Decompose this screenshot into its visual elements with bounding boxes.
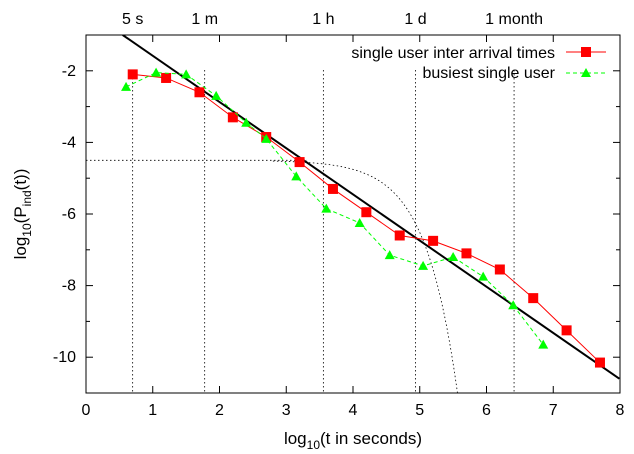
data-point-series-1: [211, 90, 222, 100]
reference-lines: [86, 70, 515, 393]
data-point-series-1: [508, 300, 519, 310]
data-point-series-0: [594, 357, 605, 368]
data-point-series-0: [494, 264, 505, 275]
x-tick-label-5: 5: [415, 402, 424, 419]
y-tick-label-3: -8: [62, 278, 76, 295]
top-tick-label-1: 1 m: [191, 11, 218, 28]
data-point-series-0: [161, 72, 172, 83]
data-point-series-1: [261, 133, 272, 143]
data-point-series-0: [528, 293, 539, 304]
data-point-series-0: [294, 157, 305, 168]
x-tick-label-1: 1: [148, 402, 157, 419]
legend-label-series-0: single user inter arrival times: [351, 45, 555, 62]
top-tick-label-2: 1 h: [312, 11, 334, 28]
data-point-series-1: [354, 217, 365, 227]
y-tick-label-4: -10: [53, 349, 76, 366]
x-tick-label-8: 8: [616, 402, 625, 419]
data-point-series-1: [538, 339, 549, 349]
x-tick-label-7: 7: [549, 402, 558, 419]
y-tick-label-0: -2: [62, 63, 76, 80]
legend-marker-series-1: [581, 68, 591, 77]
data-point-series-0: [461, 248, 472, 259]
data-point-series-1: [448, 251, 459, 261]
legend-label-series-1: busiest single user: [422, 65, 555, 82]
data-point-series-0: [327, 183, 338, 194]
data-point-series-1: [291, 171, 302, 181]
data-point-series-0: [394, 230, 405, 241]
power-law-fit-line: [122, 35, 620, 380]
series-layer: [121, 67, 605, 368]
data-point-series-1: [478, 271, 489, 281]
axis-ticks: 0 1 2 3 4 5 6 7 8 -2 -4 -6 -8 -10 5 s 1 m 1 h 1 d 1 month: [53, 11, 625, 419]
data-point-series-0: [194, 87, 205, 98]
legend-entry-series-0: single user inter arrival times: [351, 45, 606, 62]
data-point-series-0: [127, 69, 138, 80]
series-line-0: [132, 73, 601, 363]
data-point-series-0: [561, 325, 572, 336]
series-1: [121, 67, 549, 349]
plot-frame: [85, 34, 621, 394]
top-tick-label-4: 1 month: [485, 11, 543, 28]
data-point-series-1: [151, 67, 162, 77]
data-point-series-1: [321, 203, 332, 213]
x-tick-label-4: 4: [349, 402, 358, 419]
data-point-series-0: [428, 235, 439, 246]
data-point-series-0: [227, 112, 238, 123]
y-tick-label-1: -4: [62, 134, 76, 151]
data-point-series-0: [361, 207, 372, 218]
x-tick-label-6: 6: [482, 402, 491, 419]
y-tick-label-2: -6: [62, 206, 76, 223]
legend-marker-series-0: [581, 47, 591, 57]
x-axis-title: log10(t in seconds): [284, 429, 422, 452]
data-point-series-1: [384, 250, 395, 260]
data-point-series-1: [181, 69, 192, 79]
x-tick-label-0: 0: [82, 402, 91, 419]
x-tick-label-2: 2: [215, 402, 224, 419]
legend: single user inter arrival times busiest …: [351, 45, 606, 82]
top-tick-label-3: 1 d: [404, 11, 426, 28]
series-line-1: [125, 72, 544, 345]
top-tick-label-0: 5 s: [122, 11, 143, 28]
cutoff-curve: [272, 160, 458, 393]
series-0: [127, 69, 605, 368]
data-point-series-1: [418, 260, 429, 270]
data-point-series-1: [241, 117, 252, 127]
x-tick-label-3: 3: [282, 402, 291, 419]
data-point-series-1: [121, 81, 132, 91]
legend-entry-series-1: busiest single user: [422, 65, 606, 82]
y-axis-title: log10(Pind(t)): [11, 169, 34, 260]
fit-line: [122, 35, 620, 380]
